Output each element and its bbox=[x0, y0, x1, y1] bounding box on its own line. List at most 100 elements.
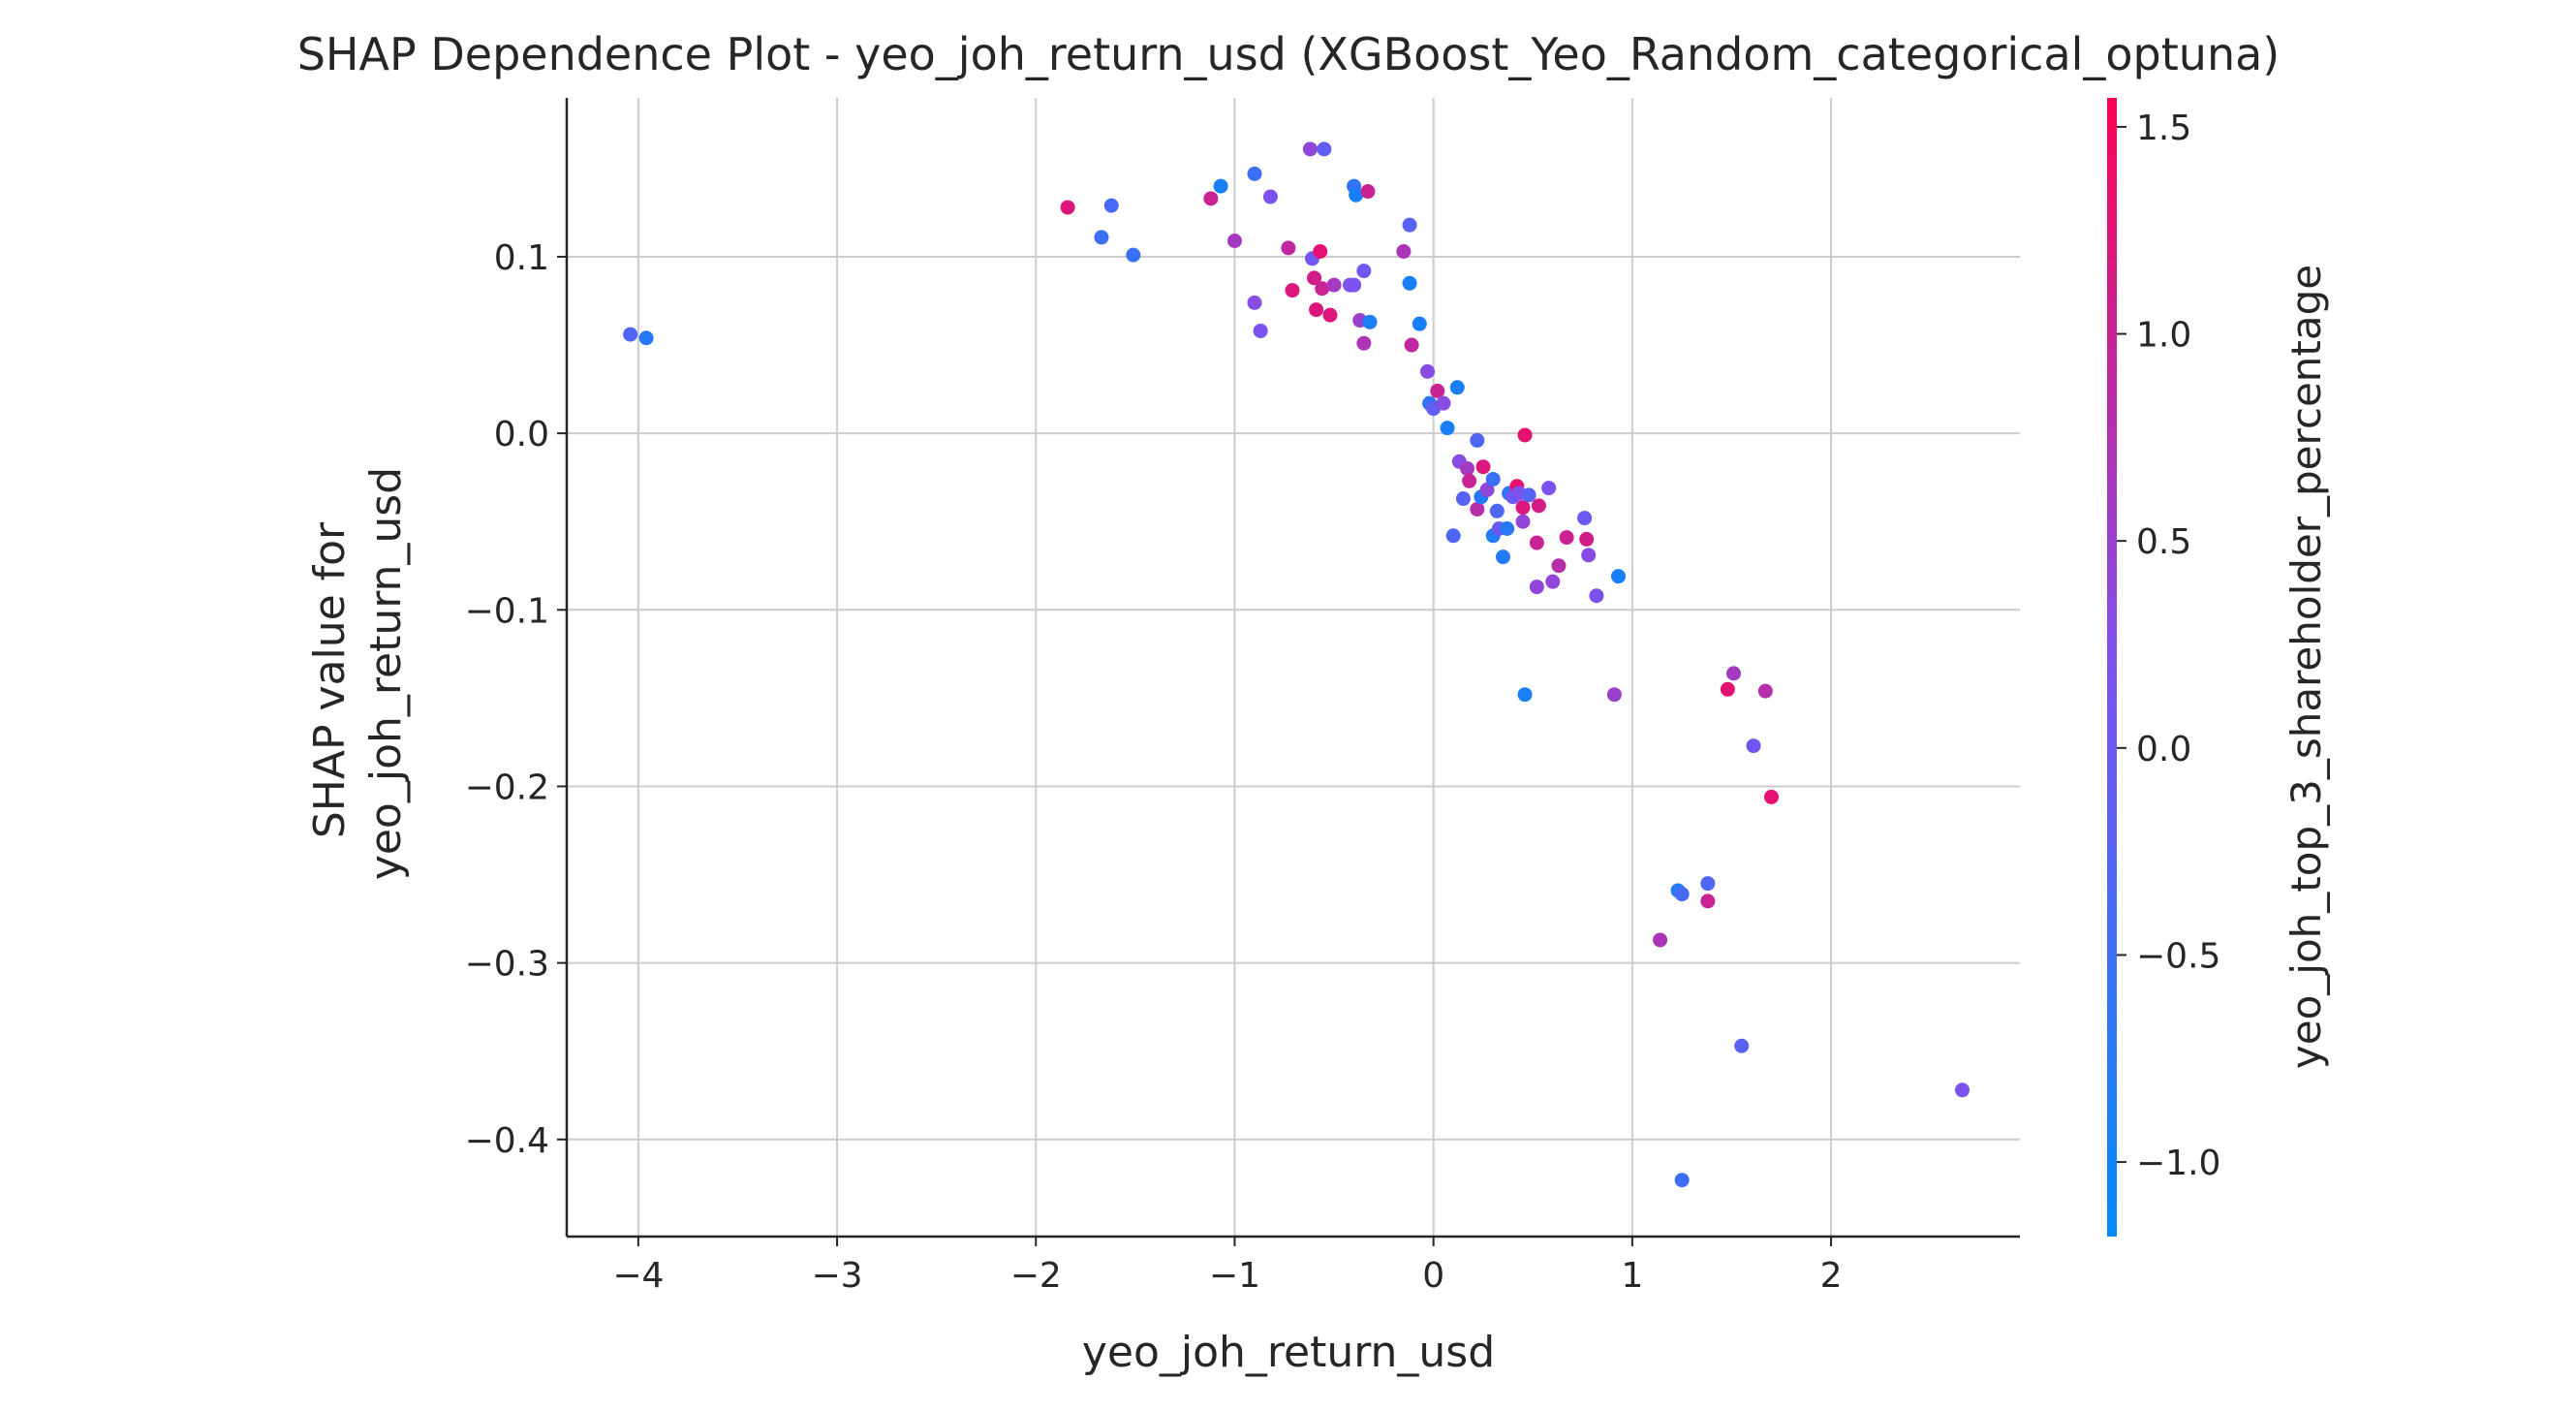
data-point bbox=[1495, 549, 1510, 565]
data-point bbox=[1449, 380, 1465, 395]
data-point bbox=[1541, 481, 1557, 496]
y-tick-label: −0.3 bbox=[465, 945, 549, 985]
y-axis-label-line-1: SHAP value for bbox=[305, 521, 355, 838]
data-point bbox=[1577, 511, 1593, 526]
data-point bbox=[1420, 363, 1436, 379]
axes bbox=[565, 98, 2020, 1239]
data-point bbox=[1529, 580, 1544, 595]
data-point bbox=[1489, 503, 1505, 518]
data-point bbox=[1720, 681, 1735, 697]
data-point bbox=[1094, 230, 1109, 245]
x-ticks: −4 −3 −2 −1 0 1 2 bbox=[612, 1237, 1843, 1296]
data-point bbox=[1479, 482, 1495, 497]
data-point bbox=[1281, 240, 1296, 256]
y-tick-label: −0.2 bbox=[465, 768, 549, 807]
y-tick-label: 0.0 bbox=[494, 415, 549, 455]
data-point bbox=[1521, 487, 1536, 503]
colorbar-tick-label: −0.5 bbox=[2136, 936, 2220, 976]
data-point bbox=[1515, 514, 1531, 529]
data-point bbox=[1412, 316, 1427, 331]
data-point bbox=[1757, 683, 1773, 699]
data-point bbox=[1606, 687, 1622, 703]
data-point bbox=[1551, 558, 1567, 574]
data-point bbox=[623, 327, 638, 342]
data-point bbox=[1396, 243, 1412, 259]
data-point bbox=[1126, 247, 1141, 263]
y-axis-label: SHAP value for yeo_joh_return_usd bbox=[305, 467, 411, 880]
x-axis-label: yeo_joh_return_usd bbox=[1082, 1328, 1495, 1377]
x-tick-label: 1 bbox=[1621, 1256, 1643, 1296]
data-point bbox=[1402, 275, 1417, 291]
grid bbox=[567, 98, 2020, 1237]
data-point bbox=[1302, 141, 1318, 157]
data-point bbox=[1349, 187, 1364, 203]
y-tick-label: −0.1 bbox=[465, 591, 549, 631]
data-point bbox=[1313, 243, 1328, 259]
data-point bbox=[1500, 520, 1515, 536]
data-point bbox=[1581, 548, 1597, 563]
x-tick-label: 0 bbox=[1422, 1256, 1444, 1296]
data-point bbox=[1475, 459, 1491, 475]
data-point bbox=[1404, 337, 1419, 353]
data-point bbox=[1203, 191, 1219, 206]
data-point bbox=[1726, 666, 1742, 681]
data-point bbox=[1326, 277, 1342, 293]
data-point bbox=[1470, 501, 1485, 517]
x-tick-label: −2 bbox=[1010, 1256, 1062, 1296]
data-point bbox=[1360, 184, 1376, 200]
data-point bbox=[1579, 531, 1595, 547]
data-point bbox=[1317, 141, 1332, 157]
data-point bbox=[1315, 281, 1330, 297]
data-point bbox=[1347, 277, 1362, 293]
data-point bbox=[1517, 427, 1533, 443]
data-point bbox=[1262, 189, 1278, 204]
data-point bbox=[1247, 295, 1262, 310]
data-point bbox=[1746, 738, 1761, 754]
data-point bbox=[1247, 166, 1262, 181]
data-point bbox=[1734, 1038, 1750, 1053]
y-tick-label: −0.4 bbox=[465, 1121, 549, 1161]
colorbar-ticks: −1.0 −0.5 0.0 0.5 1.0 1.5 bbox=[2117, 109, 2220, 1183]
data-point bbox=[1440, 421, 1455, 436]
data-point bbox=[1226, 234, 1242, 249]
data-point bbox=[1529, 535, 1544, 550]
data-point bbox=[1103, 198, 1119, 213]
data-point bbox=[1589, 588, 1604, 604]
colorbar-tick-label: 0.5 bbox=[2136, 522, 2191, 562]
data-point bbox=[1430, 383, 1445, 398]
data-point bbox=[1700, 876, 1716, 892]
data-point bbox=[1700, 894, 1716, 909]
data-point bbox=[1285, 283, 1300, 298]
colorbar bbox=[2107, 98, 2117, 1237]
x-tick-label: −4 bbox=[612, 1256, 664, 1296]
data-point bbox=[1307, 270, 1322, 286]
data-point bbox=[1485, 471, 1501, 486]
data-point bbox=[1309, 302, 1324, 318]
y-axis-label-line-2: yeo_joh_return_usd bbox=[361, 467, 411, 880]
data-point bbox=[638, 330, 654, 346]
y-ticks: −0.4 −0.3 −0.2 −0.1 0.0 0.1 bbox=[465, 238, 567, 1161]
data-point bbox=[1462, 473, 1477, 488]
data-point bbox=[1674, 1173, 1690, 1188]
chart-title: SHAP Dependence Plot - yeo_joh_return_us… bbox=[297, 28, 2281, 80]
data-point bbox=[1455, 491, 1471, 507]
data-point bbox=[1674, 887, 1690, 902]
data-point bbox=[1060, 200, 1075, 215]
data-point bbox=[1515, 500, 1531, 516]
data-point bbox=[1362, 314, 1378, 329]
colorbar-tick-label: 1.5 bbox=[2136, 109, 2191, 148]
x-tick-label: −3 bbox=[812, 1256, 863, 1296]
data-point bbox=[1470, 432, 1485, 448]
data-point bbox=[1253, 323, 1268, 338]
colorbar-tick-label: 0.0 bbox=[2136, 730, 2191, 769]
data-point bbox=[1517, 687, 1533, 703]
colorbar-tick-label: 1.0 bbox=[2136, 316, 2191, 356]
data-point bbox=[1545, 574, 1561, 589]
data-point bbox=[1764, 789, 1780, 804]
data-point bbox=[1322, 307, 1338, 323]
data-point bbox=[1356, 335, 1372, 351]
data-point bbox=[1445, 528, 1461, 544]
x-tick-label: −1 bbox=[1209, 1256, 1260, 1296]
